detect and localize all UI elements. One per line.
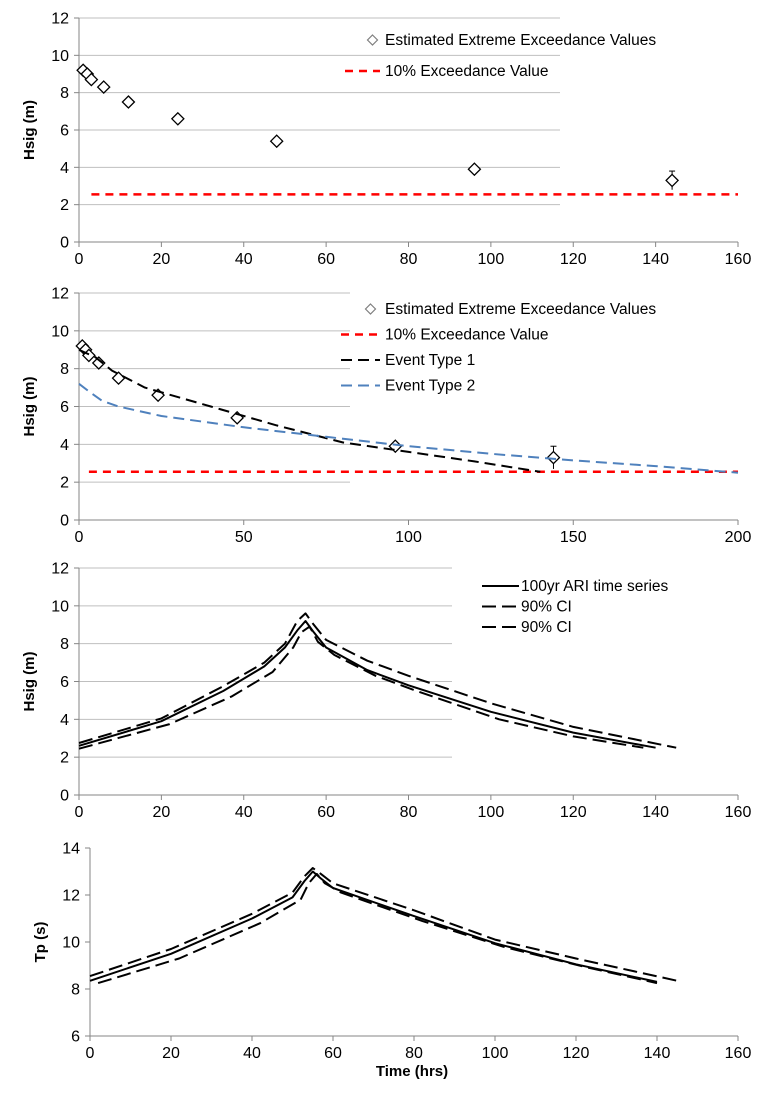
y-tick-label: 8 xyxy=(71,982,80,999)
x-tick-label: 80 xyxy=(405,1045,423,1062)
y-tick-label: 8 xyxy=(60,636,69,653)
x-tick-label: 200 xyxy=(725,529,752,546)
legend-label: Event Type 2 xyxy=(385,378,475,395)
legend-label: 10% Exceedance Value xyxy=(385,63,548,80)
data-point-diamond xyxy=(467,162,482,177)
y-tick-label: 0 xyxy=(60,788,69,805)
y-tick-label: 6 xyxy=(71,1029,80,1046)
series-line xyxy=(78,383,739,474)
y-tick-label: 4 xyxy=(60,712,69,729)
legend-label: Estimated Extreme Exceedance Values xyxy=(385,301,656,318)
x-tick-label: 80 xyxy=(400,804,418,821)
y-tick-label: 6 xyxy=(60,674,69,691)
x-tick-label: 140 xyxy=(642,251,669,268)
x-tick-label: 60 xyxy=(317,251,335,268)
y-axis-label: Hsig (m) xyxy=(21,100,38,160)
y-tick-label: 4 xyxy=(60,437,69,454)
series-line xyxy=(78,620,656,749)
x-tick-label: 120 xyxy=(563,1045,590,1062)
y-tick-label: 10 xyxy=(51,598,69,615)
y-tick-label: 6 xyxy=(60,399,69,416)
x-tick-label: 50 xyxy=(235,529,253,546)
legend-symbol xyxy=(366,34,379,46)
x-tick-label: 80 xyxy=(400,251,418,268)
y-tick-label: 0 xyxy=(60,513,69,530)
y-tick-label: 12 xyxy=(62,888,80,905)
data-point-diamond xyxy=(388,439,403,454)
legend-label: Event Type 1 xyxy=(385,352,475,369)
x-tick-label: 0 xyxy=(75,529,84,546)
legend-symbol xyxy=(364,303,377,315)
x-tick-label: 100 xyxy=(478,804,505,821)
data-point-diamond xyxy=(84,72,99,87)
x-tick-label: 40 xyxy=(235,251,253,268)
x-tick-label: 40 xyxy=(243,1045,261,1062)
x-tick-label: 20 xyxy=(152,251,170,268)
x-tick-label: 120 xyxy=(560,804,587,821)
legend-label: 90% CI xyxy=(521,619,572,636)
x-tick-label: 140 xyxy=(642,804,669,821)
y-tick-label: 10 xyxy=(51,48,69,65)
x-tick-label: 60 xyxy=(324,1045,342,1062)
legend-label: Estimated Extreme Exceedance Values xyxy=(385,32,656,49)
series-line xyxy=(97,872,658,985)
y-axis-label: Hsig (m) xyxy=(21,651,38,711)
data-point-diamond xyxy=(665,173,680,188)
y-tick-label: 8 xyxy=(60,85,69,102)
x-tick-label: 100 xyxy=(478,251,505,268)
legend-label: 100yr ARI time series xyxy=(521,578,669,595)
x-tick-label: 20 xyxy=(152,804,170,821)
x-axis-label: Time (hrs) xyxy=(376,1063,448,1080)
x-tick-label: 100 xyxy=(482,1045,509,1062)
data-point-diamond xyxy=(121,95,136,109)
x-tick-label: 140 xyxy=(644,1045,671,1062)
legend-label: 90% CI xyxy=(521,599,572,616)
y-tick-label: 12 xyxy=(51,286,69,303)
y-tick-label: 4 xyxy=(60,160,69,177)
y-tick-label: 12 xyxy=(51,11,69,28)
x-tick-label: 40 xyxy=(235,804,253,821)
x-tick-label: 60 xyxy=(317,804,335,821)
y-tick-label: 10 xyxy=(51,323,69,340)
y-tick-label: 14 xyxy=(62,841,80,858)
x-tick-label: 150 xyxy=(560,529,587,546)
legend-label: 10% Exceedance Value xyxy=(385,327,548,344)
x-tick-label: 160 xyxy=(725,1045,752,1062)
x-tick-label: 100 xyxy=(395,529,422,546)
y-tick-label: 0 xyxy=(60,235,69,252)
x-tick-label: 20 xyxy=(162,1045,180,1062)
chart-2: 0 2 4 6 8 10 12 0 50 100 150 200 Hsig (m) Estimated E… xyxy=(21,286,751,547)
series-line xyxy=(89,870,658,983)
y-tick-label: 12 xyxy=(51,561,69,578)
y-tick-label: 2 xyxy=(60,750,69,767)
y-tick-label: 10 xyxy=(62,935,80,952)
x-tick-label: 120 xyxy=(560,251,587,268)
y-tick-label: 2 xyxy=(60,197,69,214)
series-line xyxy=(89,867,678,982)
data-point-diamond xyxy=(269,134,284,149)
series-line xyxy=(78,625,644,750)
y-axis-label: Hsig (m) xyxy=(21,376,38,436)
y-tick-label: 6 xyxy=(60,123,69,140)
data-point-diamond xyxy=(96,80,111,94)
data-point-diamond xyxy=(170,111,185,126)
y-tick-label: 2 xyxy=(60,475,69,492)
y-axis-label: Tp (s) xyxy=(32,922,49,963)
series-line xyxy=(78,612,677,749)
series-line xyxy=(78,348,541,473)
x-tick-label: 0 xyxy=(86,1045,95,1062)
x-tick-label: 160 xyxy=(725,804,752,821)
data-point-diamond xyxy=(111,371,126,386)
x-tick-label: 160 xyxy=(725,251,752,268)
data-point-diamond xyxy=(91,356,106,370)
x-tick-label: 0 xyxy=(75,804,84,821)
y-tick-label: 8 xyxy=(60,361,69,378)
data-point-diamond xyxy=(546,450,561,465)
x-tick-label: 0 xyxy=(75,251,84,268)
